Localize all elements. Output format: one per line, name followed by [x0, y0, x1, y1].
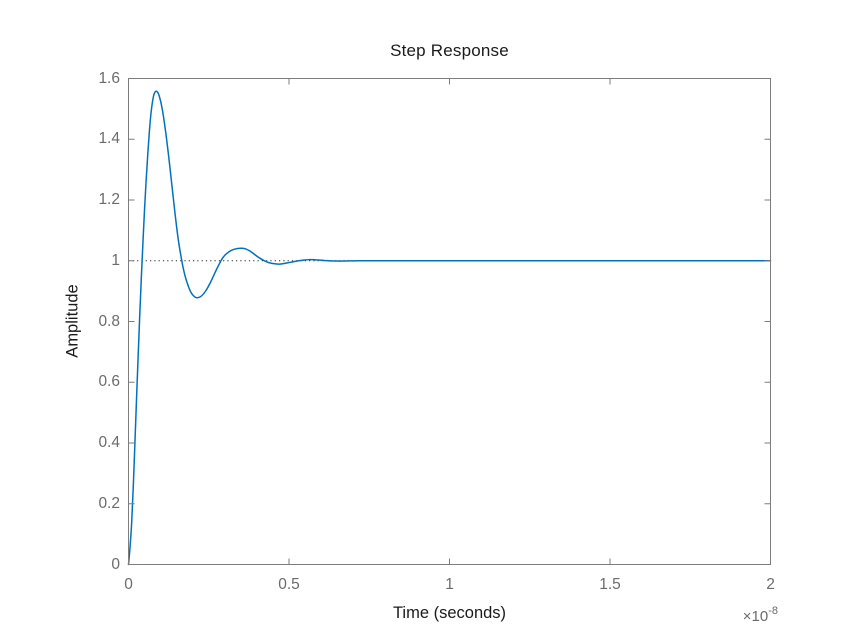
x-tick-label: 1.5	[599, 576, 621, 593]
y-tick-label: 1.6	[98, 69, 120, 87]
y-tick-label: 0.4	[98, 434, 120, 451]
x-axis-exponent-label: ×10-8	[688, 605, 778, 625]
y-tick-label: 0	[111, 555, 120, 573]
y-tick-label: 1.2	[98, 191, 120, 208]
x-axis-label: Time (seconds)	[392, 604, 507, 622]
x-tick-label: 0	[124, 576, 133, 593]
x-tick-label: 1	[445, 576, 454, 593]
y-tick-label: 0.8	[98, 312, 120, 330]
y-tick-label: 0.6	[98, 373, 120, 391]
step-response-curve	[127, 90, 772, 566]
y-tick-label: 1.4	[98, 130, 120, 148]
exponent-value: -8	[768, 605, 778, 617]
axes-box	[128, 78, 771, 565]
y-tick-label: 0.2	[98, 494, 120, 512]
x-tick-label: 2	[766, 576, 775, 593]
exponent-multiplier: ×10	[742, 608, 769, 625]
x-tick-label: 0.5	[278, 576, 300, 593]
y-tick-label: 1	[111, 251, 120, 269]
chart-title: Step Response	[390, 41, 509, 60]
